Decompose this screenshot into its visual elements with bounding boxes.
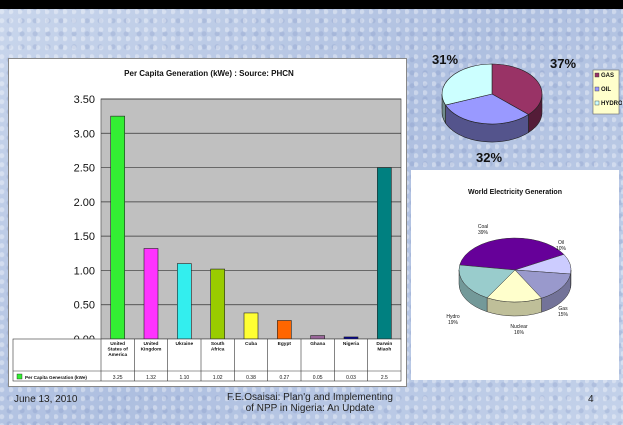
pie-slice [491, 63, 543, 115]
pie-legend-label: HYDRO [601, 101, 622, 107]
pie-legend-label: GAS [601, 73, 614, 79]
x-category-label: United Kingdom [141, 341, 162, 353]
y-tick-label: 3.50 [74, 94, 95, 106]
footer-date: June 13, 2010 [14, 394, 78, 405]
world-pie-label: Hydro 19% [446, 314, 460, 326]
bar [277, 320, 292, 340]
bar [210, 268, 225, 340]
data-value-label: 0.03 [346, 375, 356, 381]
world-pie-slice [486, 269, 542, 303]
data-value-label: 2.5 [381, 375, 388, 381]
world-electricity-panel: World Electricity Generation Coal 39% Oil 1… [411, 170, 619, 380]
world-pie-title: World Electricity Generation [468, 189, 562, 196]
data-value-label: 1.10 [179, 375, 189, 381]
data-value-label: 3.25 [113, 375, 123, 381]
per-capita-bar-chart: Per Capita Generation (kWe) : Source: PH… [12, 69, 402, 382]
pie-percent-label: 32% [476, 150, 502, 165]
y-tick-label: 2.00 [74, 197, 95, 209]
pie-legend-label: OIL [601, 87, 611, 93]
data-table [12, 338, 402, 382]
data-value-label: 1.32 [146, 375, 156, 381]
world-electricity-pie-chart: World Electricity Generation Coal 39% Oil 1… [446, 189, 572, 336]
table-legend-swatch [16, 373, 23, 380]
top-bar [0, 0, 623, 9]
pie-legend-swatch [594, 100, 600, 106]
world-pie-label: Oil 10% [556, 240, 567, 252]
y-tick-label: 0.50 [74, 300, 95, 312]
world-pie-label: Coal 39% [478, 224, 489, 236]
x-category-label: Ukraine [176, 341, 194, 347]
page-number: 4 [588, 394, 594, 405]
bar [110, 115, 125, 340]
generation-mix-pie-chart: 37% 32% 31% GAS OIL HYDRO [432, 52, 622, 165]
x-category-label: South Africa [211, 341, 225, 353]
bar [377, 167, 392, 340]
world-pie-slice [459, 237, 565, 271]
x-category-label: Nigeria [343, 341, 360, 347]
world-pie-label: Nuclear 16% [510, 324, 528, 336]
pie-percent-label: 37% [550, 56, 576, 71]
bar [310, 335, 325, 340]
pie-legend-swatch [594, 86, 600, 92]
data-value-label: 0.27 [279, 375, 289, 381]
pie-slice [441, 63, 493, 106]
footer-author-line-2: of NPP in Nigeria: An Update [245, 403, 375, 414]
y-tick-label: 3.00 [74, 128, 95, 140]
x-category-label: Ghana [310, 341, 325, 347]
footer-author-line-1: F.E.Osaisai: Plan'g and Implementing [227, 392, 393, 403]
pie-percent-label: 31% [432, 52, 458, 67]
world-pie-label: Gas 15% [558, 306, 569, 318]
pie-legend [592, 69, 620, 115]
per-capita-chart-panel: Per Capita Generation (kWe) : Source: PH… [8, 58, 407, 387]
x-category-label: Cuba [245, 341, 257, 347]
pie-slice [445, 93, 530, 125]
bar [343, 336, 359, 340]
x-category-label: United States of America [108, 341, 129, 358]
world-pie-slice [458, 264, 516, 299]
bar [177, 263, 192, 340]
bar [143, 248, 159, 340]
y-tick-label: 1.00 [74, 265, 95, 277]
pie-legend-swatch [594, 72, 600, 78]
x-category-label: Darwin Miaoh [376, 341, 392, 353]
bar [243, 312, 259, 340]
table-legend-label: Per Capita Generation (kWe) [25, 375, 87, 380]
y-tick-label: 2.50 [74, 163, 95, 175]
y-tick-label: 1.50 [74, 231, 95, 243]
data-value-label: 0.05 [313, 375, 323, 381]
data-value-label: 1.02 [213, 375, 223, 381]
footer-author: F.E.Osaisai: Plan'g and Implementing of … [200, 392, 420, 414]
bar-chart-title: Per Capita Generation (kWe) : Source: PH… [124, 69, 294, 78]
data-value-label: 0.38 [246, 375, 256, 381]
x-category-label: Egypt [278, 341, 292, 347]
world-pie-slice [514, 269, 571, 299]
